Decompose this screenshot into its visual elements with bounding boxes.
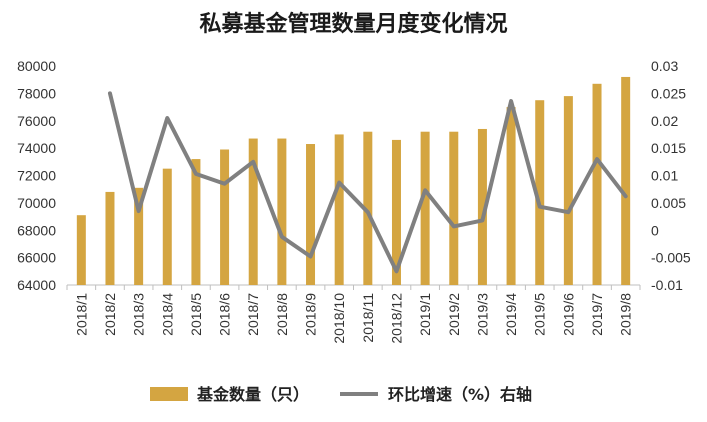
x-tick-label: 2019/1	[417, 293, 433, 336]
line-point	[567, 211, 569, 213]
legend: 基金数量（只） 环比增速（%）右轴	[150, 385, 532, 404]
x-tick-label: 2019/6	[560, 293, 576, 336]
line-series	[107, 91, 628, 274]
bar	[535, 100, 545, 285]
x-tick-label: 2018/4	[159, 293, 175, 336]
y-left-tick-label: 70000	[17, 195, 56, 211]
y-left-tick-label: 80000	[17, 58, 56, 74]
y-right-tick-label: 0.03	[651, 58, 678, 74]
y-right-tick-label: 0.02	[651, 113, 678, 129]
line-point	[138, 210, 140, 212]
bar	[191, 159, 201, 285]
line-point	[252, 161, 254, 163]
y-left-tick-label: 74000	[17, 140, 56, 156]
bar	[449, 131, 459, 285]
axes	[66, 284, 641, 290]
y-right-tick-label: -0.01	[651, 277, 683, 293]
x-tick-label: 2018/2	[102, 293, 118, 336]
y-left-tick-label: 72000	[17, 168, 56, 184]
line-point	[395, 270, 397, 272]
bar	[105, 191, 115, 285]
line-point	[424, 189, 426, 191]
x-tick-label: 2019/5	[532, 293, 548, 336]
line-point	[625, 195, 627, 197]
legend-label-line: 环比增速（%）右轴	[388, 385, 532, 404]
y-left-tick-label: 64000	[17, 277, 56, 293]
bar	[277, 138, 287, 285]
line-point	[539, 206, 541, 208]
y-right-tick-label: 0.005	[651, 195, 686, 211]
line-point	[481, 219, 483, 221]
y-right-tick-label: 0.025	[651, 85, 686, 101]
x-tick-label: 2018/5	[188, 293, 204, 336]
x-tick-label: 2018/6	[217, 293, 233, 336]
line-point	[310, 256, 312, 258]
bar	[391, 139, 401, 285]
x-tick-label: 2018/1	[73, 293, 89, 336]
x-tick-label: 2019/2	[446, 293, 462, 336]
line-point	[195, 173, 197, 175]
line-point	[281, 236, 283, 238]
bar	[306, 144, 316, 285]
bar	[76, 215, 86, 285]
x-tick-label: 2019/3	[474, 293, 490, 336]
x-tick-label: 2018/9	[303, 293, 319, 336]
x-tick-label: 2018/11	[360, 293, 376, 343]
chart-title: 私募基金管理数量月度变化情况	[199, 11, 508, 37]
x-tick-label: 2019/7	[589, 293, 605, 336]
line-point	[510, 100, 512, 102]
x-tick-label: 2019/4	[503, 293, 519, 336]
x-tick-label: 2018/8	[274, 293, 290, 336]
y-right-tick-label: 0.015	[651, 140, 686, 156]
y-left-tick-label: 78000	[17, 85, 56, 101]
y-left-tick-label: 68000	[17, 222, 56, 238]
bar	[220, 149, 230, 285]
y-right-tick-label: 0	[651, 222, 659, 238]
line-point	[166, 117, 168, 119]
tick-labels: 64000 66000 68000 70000 72000 74000 76000 78000…	[17, 58, 691, 344]
bar	[621, 76, 631, 285]
y-left-tick-label: 66000	[17, 250, 56, 266]
y-left-tick-label: 76000	[17, 113, 56, 129]
y-right-tick-label: -0.005	[651, 250, 691, 266]
bar	[563, 96, 573, 285]
bar	[134, 187, 144, 285]
legend-swatch-bar	[150, 387, 188, 401]
bar	[592, 83, 602, 285]
x-tick-label: 2018/3	[131, 293, 147, 336]
line-point	[338, 182, 340, 184]
line-point	[109, 92, 111, 94]
bar	[420, 131, 430, 285]
x-tick-label: 2018/10	[331, 293, 347, 344]
legend-label-bar: 基金数量（只）	[196, 385, 309, 404]
x-tick-label: 2019/8	[618, 293, 634, 336]
x-tick-label: 2018/12	[388, 293, 404, 344]
line-point	[596, 158, 598, 160]
line-point	[224, 183, 226, 185]
x-tick-label: 2018/7	[245, 293, 261, 336]
line-point	[453, 225, 455, 227]
bar	[162, 168, 172, 285]
bar	[363, 131, 373, 285]
bar	[334, 134, 344, 285]
bar-series	[76, 76, 631, 285]
bar	[506, 107, 516, 285]
y-right-tick-label: 0.01	[651, 168, 678, 184]
line-point	[367, 211, 369, 213]
bar	[477, 128, 487, 285]
bar	[248, 138, 258, 285]
